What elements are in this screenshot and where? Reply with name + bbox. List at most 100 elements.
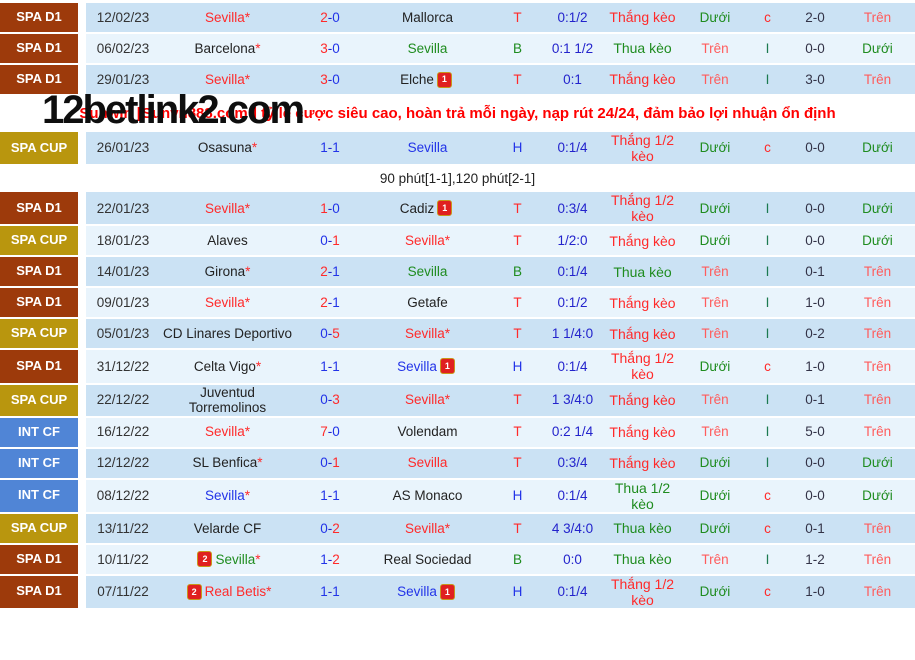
score-dash: -	[327, 358, 333, 374]
corner-indicator-value: c	[764, 520, 771, 536]
cell-home-team: Sevilla *	[160, 65, 295, 94]
cell-home-team: Sevilla *	[160, 3, 295, 32]
home-team-name[interactable]: Sevilla	[204, 200, 245, 216]
away-team-name[interactable]: Sevilla	[404, 392, 445, 408]
match-score: 0-2	[295, 513, 365, 543]
star-marker: *	[257, 455, 263, 471]
away-team-name[interactable]: Sevilla	[397, 358, 437, 374]
match-row: SPA CUP 22/12/22 Juventud Torremolinos 0-3 S…	[0, 384, 915, 418]
away-team-name[interactable]: Cadiz	[399, 200, 435, 216]
cell-away-team: Sevilla	[365, 257, 490, 287]
away-team-name[interactable]: Volendam	[397, 424, 458, 440]
ht-score: 0-0	[790, 479, 840, 512]
corner-indicator: I	[745, 257, 790, 287]
home-team-name[interactable]: Barcelona	[194, 40, 256, 56]
home-team-name[interactable]: CD Linares Deportivo	[162, 326, 293, 342]
away-team-name[interactable]: Sevilla	[407, 264, 448, 280]
cell-home-team: Sevilla *	[160, 288, 295, 318]
match-row: SPA D1 12/02/23 Sevilla * 2-0 Mallorca T 0:1/2 T…	[0, 3, 915, 34]
result-letter: T	[490, 319, 545, 349]
result-letter-value: T	[513, 455, 522, 471]
result-letter: T	[490, 3, 545, 32]
away-team-name[interactable]: Real Sociedad	[383, 551, 472, 567]
match-score: 1-1	[295, 350, 365, 383]
result-letter-value: T	[513, 9, 522, 25]
home-team-name[interactable]: Sevilla	[204, 9, 245, 25]
away-goals: 0	[332, 9, 340, 25]
home-team-name[interactable]: Alaves	[207, 233, 248, 249]
match-date: 22/12/22	[86, 384, 160, 416]
handicap-result: Thắng kèo	[600, 288, 685, 318]
home-team-name[interactable]: Sevilla	[204, 295, 245, 311]
away-team-name[interactable]: AS Monaco	[392, 487, 463, 503]
cell-league: SPA D1	[0, 257, 86, 287]
corner-indicator-value: c	[764, 487, 771, 503]
league-badge: SPA CUP	[0, 384, 78, 416]
corner-indicator: I	[745, 288, 790, 318]
handicap-odds: 0:1/4	[545, 257, 600, 287]
match-score: 1-1	[295, 132, 365, 165]
home-goals: 2	[320, 295, 328, 311]
ou-result: Trên	[685, 384, 745, 416]
ou-result: Trên	[685, 544, 745, 574]
home-team-name[interactable]: SL Benfica	[192, 455, 258, 471]
corner-indicator: c	[745, 575, 790, 608]
ht-ou-result-text: Trên	[863, 358, 892, 374]
away-team-name[interactable]: Sevilla	[404, 233, 445, 249]
score-dash: -	[327, 392, 333, 408]
cell-home-team: Celta Vigo *	[160, 350, 295, 383]
cell-away-team: Sevilla 1	[365, 350, 490, 383]
star-marker: *	[255, 551, 261, 567]
home-team-name[interactable]: Real Betis	[204, 584, 267, 600]
away-team-name[interactable]: Sevilla	[404, 520, 445, 536]
home-team-name[interactable]: Velarde CF	[193, 520, 262, 536]
promo-banner-link[interactable]: Sunwin [Sunvn888.com ] tỷ lệ cược siêu c…	[79, 104, 836, 122]
cell-home-team: Barcelona *	[160, 34, 295, 63]
cell-league: SPA CUP	[0, 132, 86, 165]
away-team-name[interactable]: Sevilla	[404, 326, 445, 342]
home-team-name[interactable]: Sevilla	[204, 71, 245, 87]
home-team-name[interactable]: Sevilla	[204, 487, 245, 503]
ou-result-text: Trên	[701, 264, 729, 280]
star-marker: *	[244, 71, 251, 87]
match-row: SPA D1 09/01/23 Sevilla * 2-1 Getafe T 0:1/2 Thắ…	[0, 288, 915, 320]
star-marker: *	[255, 40, 261, 56]
match-score: 1-1	[295, 575, 365, 608]
handicap-result: Thắng 1/2 kèo	[600, 350, 685, 383]
corner-indicator: c	[745, 479, 790, 512]
home-goals: 1	[320, 200, 328, 216]
ht-ou-result-text: Trên	[863, 520, 892, 536]
away-team-name[interactable]: Getafe	[407, 295, 448, 311]
handicap-result: Thua kèo	[600, 544, 685, 574]
cell-away-team: Cadiz 1	[365, 192, 490, 225]
ht-ou-result: Trên	[840, 544, 915, 574]
home-team-name[interactable]: Sevilla	[204, 424, 245, 440]
cell-home-team: Alaves	[160, 226, 295, 256]
home-goals: 7	[320, 424, 328, 440]
away-team-name[interactable]: Mallorca	[401, 9, 453, 25]
star-marker: *	[444, 326, 451, 342]
away-goals: 1	[332, 487, 340, 503]
handicap-result: Thắng kèo	[600, 319, 685, 349]
result-letter-value: B	[512, 264, 522, 280]
corner-indicator-value: I	[765, 264, 770, 280]
ou-result: Dưới	[685, 513, 745, 543]
league-badge: SPA CUP	[0, 513, 78, 543]
ou-result-text: Dưới	[699, 455, 731, 471]
handicap-odds: 0:1/4	[545, 132, 600, 165]
score-dash: -	[327, 40, 333, 56]
league-badge: INT CF	[0, 417, 78, 447]
away-team-name[interactable]: Elche	[400, 71, 434, 87]
away-team-name[interactable]: Sevilla	[407, 40, 448, 56]
home-team-name[interactable]: Celta Vigo	[193, 358, 256, 374]
corner-indicator: c	[745, 350, 790, 383]
home-team-name[interactable]: Sevilla	[215, 551, 256, 567]
away-team-name[interactable]: Sevilla	[407, 455, 448, 471]
score-dash: -	[327, 200, 333, 216]
away-team-name[interactable]: Sevilla	[407, 140, 448, 156]
home-team-name[interactable]: Juventud Torremolinos	[188, 384, 267, 416]
ht-ou-result-text: Dưới	[862, 40, 893, 56]
home-team-name[interactable]: Girona	[204, 264, 246, 280]
away-team-name[interactable]: Sevilla	[397, 584, 437, 600]
home-team-name[interactable]: Osasuna	[197, 140, 252, 156]
